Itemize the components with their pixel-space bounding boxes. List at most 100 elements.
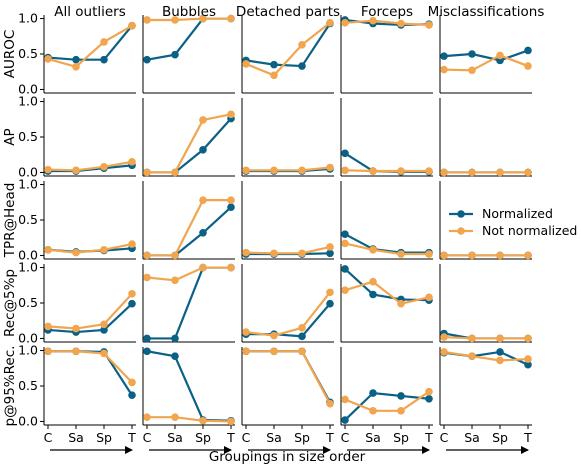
y-tick-label: 0.0 (18, 330, 38, 345)
series-line-normalized (147, 206, 232, 257)
series-line-not-normalized (344, 242, 429, 256)
x-tick-label: T (523, 430, 532, 445)
data-point-not-normalized (425, 387, 433, 396)
x-tick-label: T (226, 430, 235, 445)
panel-r5-c2: C Sa Sp T (142, 347, 235, 454)
data-point-not-normalized (425, 21, 433, 29)
data-point-not-normalized (369, 245, 377, 254)
x-axis-label: Groupings in size order (209, 449, 366, 465)
data-point-not-normalized (128, 289, 136, 298)
data-point-not-normalized (44, 165, 52, 174)
series-line-not-normalized (344, 19, 430, 27)
data-point-normalized (298, 332, 306, 341)
data-point-normalized (199, 145, 207, 154)
panel-r4-c5 (439, 264, 532, 343)
panel-r5-c1: 0.0 0.5 1.0 C Sa Sp T (18, 343, 136, 454)
data-point-not-normalized (298, 249, 306, 258)
panel-r4-c1: 0.0 0.5 1.0 (18, 260, 136, 345)
data-point-not-normalized (143, 16, 151, 24)
data-point-not-normalized (72, 166, 80, 175)
data-point-normalized (298, 62, 306, 70)
data-point-normalized (425, 394, 433, 403)
column-title-misclassifications: Misclassifications (428, 4, 545, 20)
data-point-not-normalized (341, 395, 349, 404)
data-point-not-normalized (227, 110, 235, 119)
series-line-normalized (344, 233, 429, 254)
data-point-not-normalized (44, 55, 52, 63)
series-line-not-normalized (246, 350, 331, 405)
series-line-not-normalized (146, 266, 231, 282)
x-tick-label: C (44, 430, 53, 445)
data-point-not-normalized (369, 407, 377, 415)
data-point-not-normalized (171, 276, 179, 285)
data-point-not-normalized (227, 263, 235, 272)
data-point-normalized (72, 55, 80, 64)
data-point-normalized (171, 334, 179, 343)
data-point-not-normalized (425, 293, 433, 302)
legend: Normalized Not normalized (449, 206, 577, 238)
data-point-not-normalized (326, 19, 334, 27)
data-point-not-normalized (100, 162, 108, 171)
data-point-not-normalized (397, 167, 405, 175)
data-point-not-normalized (524, 168, 532, 177)
data-point-not-normalized (440, 348, 448, 356)
data-point-not-normalized (298, 324, 306, 332)
data-point-normalized (524, 46, 532, 55)
data-point-not-normalized (199, 196, 207, 204)
data-point-not-normalized (128, 378, 136, 387)
data-point-not-normalized (199, 14, 207, 23)
x-tick-label: T (325, 430, 334, 445)
data-point-normalized (326, 249, 334, 258)
data-point-not-normalized (72, 347, 80, 356)
series-line-normalized (48, 350, 133, 396)
data-point-not-normalized (440, 333, 448, 341)
data-point-not-normalized (100, 320, 108, 329)
data-point-not-normalized (270, 249, 278, 258)
legend-swatch-marker-not-normalized (457, 227, 465, 235)
panel-r2-c3 (241, 98, 334, 177)
x-tick-label: T (127, 430, 136, 445)
y-tick-label: 0.5 (18, 295, 38, 310)
series-line-not-normalized (47, 243, 133, 254)
data-point-normalized (397, 392, 405, 400)
data-point-not-normalized (270, 166, 278, 175)
data-point-not-normalized (143, 413, 151, 422)
data-point-not-normalized (298, 347, 306, 356)
data-point-not-normalized (425, 250, 433, 258)
data-point-not-normalized (44, 347, 52, 356)
panel-r2-c1: 0.0 0.5 1.0 (18, 94, 136, 179)
data-point-not-normalized (341, 286, 349, 295)
panel-r1-c4 (340, 15, 433, 94)
data-point-not-normalized (468, 251, 476, 260)
data-point-normalized (341, 230, 349, 238)
data-point-not-normalized (171, 251, 179, 260)
data-point-not-normalized (242, 328, 250, 336)
data-point-normalized (341, 416, 349, 424)
data-point-not-normalized (369, 277, 377, 286)
data-point-not-normalized (326, 288, 334, 297)
data-point-not-normalized (397, 407, 405, 415)
row-label-ap: AP (2, 128, 18, 145)
x-tick-label: Sp (195, 430, 211, 445)
data-point-not-normalized (227, 417, 235, 426)
series-line-not-normalized (147, 199, 231, 257)
data-point-not-normalized (397, 299, 405, 308)
y-tick-label: 0.0 (18, 413, 38, 428)
panel-r3-c1: 0.0 0.5 1.0 (18, 177, 136, 262)
series-line-not-normalized (147, 17, 231, 22)
data-point-normalized (326, 299, 334, 308)
data-point-normalized (369, 389, 377, 397)
data-point-not-normalized (397, 19, 405, 28)
series-line-not-normalized (344, 280, 430, 305)
series-line-normalized (146, 17, 231, 61)
row-label-rec-5-p: Rec@5%p (2, 269, 18, 337)
y-tick-label: 0.0 (18, 164, 38, 179)
panel-r2-c2 (142, 98, 235, 177)
data-point-normalized (199, 228, 207, 237)
series-line-normalized (443, 49, 529, 62)
panel-r1-c2 (142, 14, 235, 94)
panel-r3-c4 (340, 181, 433, 260)
data-point-not-normalized (199, 416, 207, 425)
data-point-not-normalized (199, 263, 207, 272)
